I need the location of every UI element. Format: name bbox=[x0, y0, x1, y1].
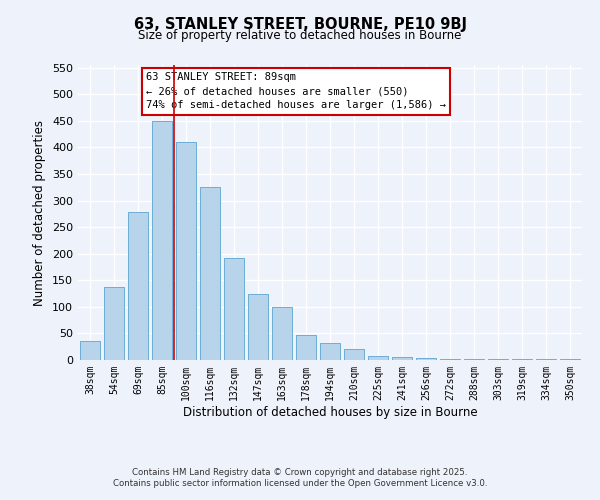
Text: Contains HM Land Registry data © Crown copyright and database right 2025.
Contai: Contains HM Land Registry data © Crown c… bbox=[113, 468, 487, 487]
Y-axis label: Number of detached properties: Number of detached properties bbox=[34, 120, 46, 306]
Bar bbox=[248, 294, 268, 360]
Bar bbox=[104, 287, 124, 360]
Bar bbox=[296, 335, 316, 360]
Bar bbox=[224, 258, 244, 360]
Text: 63, STANLEY STREET, BOURNE, PE10 9BJ: 63, STANLEY STREET, BOURNE, PE10 9BJ bbox=[133, 18, 467, 32]
Bar bbox=[320, 343, 340, 360]
Bar bbox=[392, 358, 412, 360]
Bar bbox=[152, 121, 172, 360]
Text: Size of property relative to detached houses in Bourne: Size of property relative to detached ho… bbox=[139, 28, 461, 42]
Bar bbox=[416, 358, 436, 360]
Bar bbox=[128, 212, 148, 360]
X-axis label: Distribution of detached houses by size in Bourne: Distribution of detached houses by size … bbox=[182, 406, 478, 418]
Bar bbox=[80, 342, 100, 360]
Bar bbox=[368, 356, 388, 360]
Bar bbox=[344, 350, 364, 360]
Text: 63 STANLEY STREET: 89sqm
← 26% of detached houses are smaller (550)
74% of semi-: 63 STANLEY STREET: 89sqm ← 26% of detach… bbox=[146, 72, 446, 110]
Bar bbox=[440, 359, 460, 360]
Bar bbox=[176, 142, 196, 360]
Bar bbox=[200, 188, 220, 360]
Bar bbox=[272, 307, 292, 360]
